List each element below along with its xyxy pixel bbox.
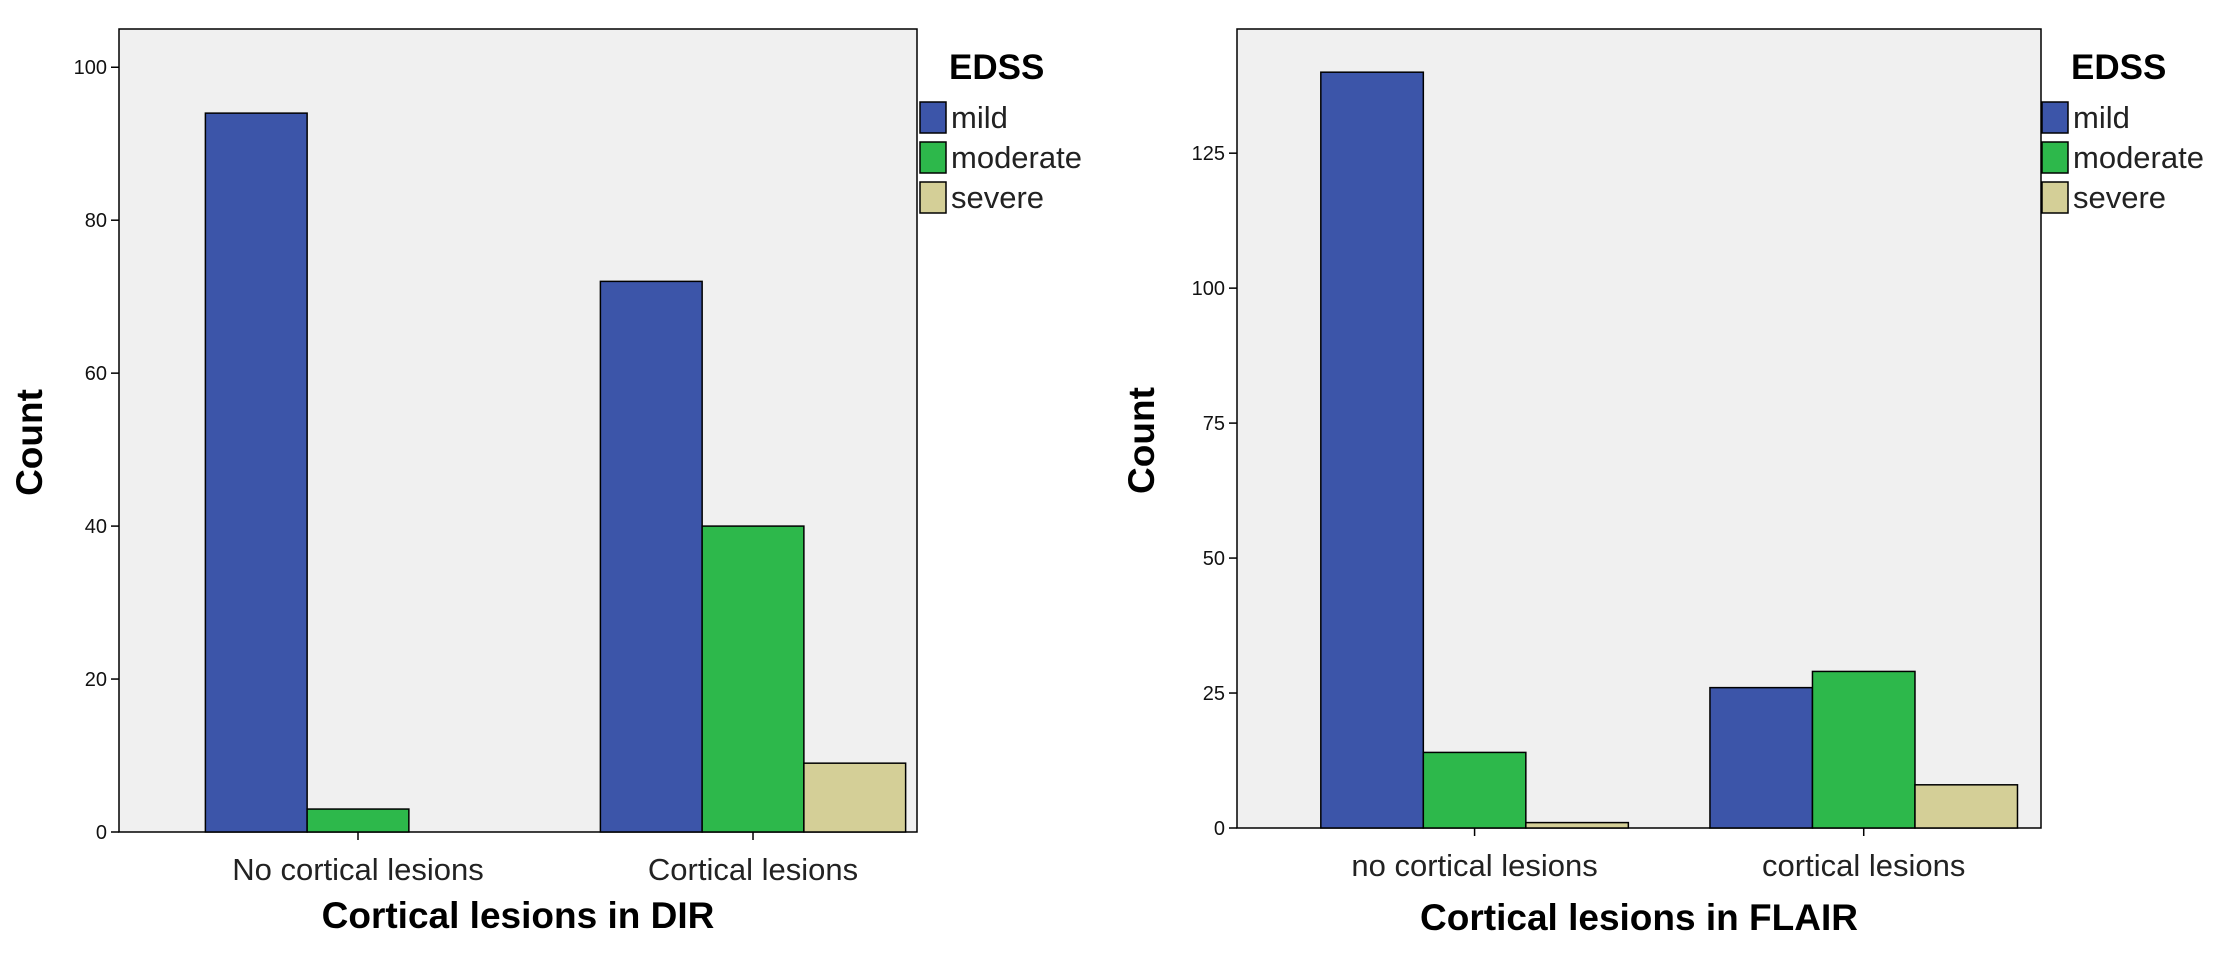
legend-swatch-severe: [919, 181, 947, 214]
y-tick-label: 80: [85, 210, 107, 232]
legend-label-moderate: moderate: [2073, 140, 2204, 175]
bar-moderate-0: [1422, 751, 1527, 829]
bar-mild-1: [1709, 686, 1814, 829]
legend-label-severe: severe: [951, 180, 1044, 215]
chart-flair: 0 25 50 75 100 125 no cortical lesions cortical…: [1121, 28, 2204, 938]
legend-swatch-moderate: [2041, 141, 2069, 174]
x-category-label: Cortical lesions: [648, 852, 858, 887]
bar-moderate-0: [306, 808, 410, 833]
y-tick-label: 20: [85, 669, 107, 691]
y-tick-label: 75: [1203, 413, 1225, 435]
y-tick-label: 100: [1192, 278, 1225, 300]
legend-label-mild: mild: [2073, 100, 2130, 135]
y-tick-label: 0: [96, 822, 107, 844]
y-tick-label: 40: [85, 516, 107, 538]
legend-label-mild: mild: [951, 100, 1008, 135]
bar-moderate-1: [701, 525, 805, 833]
legend-swatch-severe: [2041, 181, 2069, 214]
y-tick-label: 100: [74, 57, 107, 79]
y-tick-label: 60: [85, 363, 107, 385]
bar-moderate-1: [1811, 670, 1916, 829]
x-category-label: no cortical lesions: [1351, 848, 1597, 883]
bar-severe-0: [1525, 821, 1630, 829]
legend-title: EDSS: [2071, 48, 2166, 87]
x-axis-title: Cortical lesions in DIR: [322, 895, 715, 936]
x-category-label: No cortical lesions: [232, 852, 484, 887]
bar-mild-1: [599, 280, 703, 833]
legend-label-severe: severe: [2073, 180, 2166, 215]
y-tick-label: 25: [1203, 683, 1225, 705]
bar-severe-1: [803, 762, 907, 833]
y-axis-title: Count: [1121, 387, 1162, 494]
bar-mild-0: [204, 112, 308, 833]
y-tick-label: 0: [1214, 818, 1225, 840]
legend-label-moderate: moderate: [951, 140, 1082, 175]
bar-severe-1: [1914, 784, 2019, 829]
x-category-label: cortical lesions: [1762, 848, 1965, 883]
bar-mild-0: [1320, 71, 1425, 829]
legend-swatch-moderate: [919, 141, 947, 174]
legend-title: EDSS: [949, 48, 1044, 87]
legend-swatch-mild: [2041, 101, 2069, 134]
y-axis-title: Count: [9, 389, 50, 496]
chart-dir: 0 20 40 60 80 100 No cortical lesions Cortical …: [9, 28, 1082, 936]
y-tick-label: 125: [1192, 143, 1225, 165]
y-tick-label: 50: [1203, 548, 1225, 570]
legend-swatch-mild: [919, 101, 947, 134]
x-axis-title: Cortical lesions in FLAIR: [1420, 897, 1858, 938]
